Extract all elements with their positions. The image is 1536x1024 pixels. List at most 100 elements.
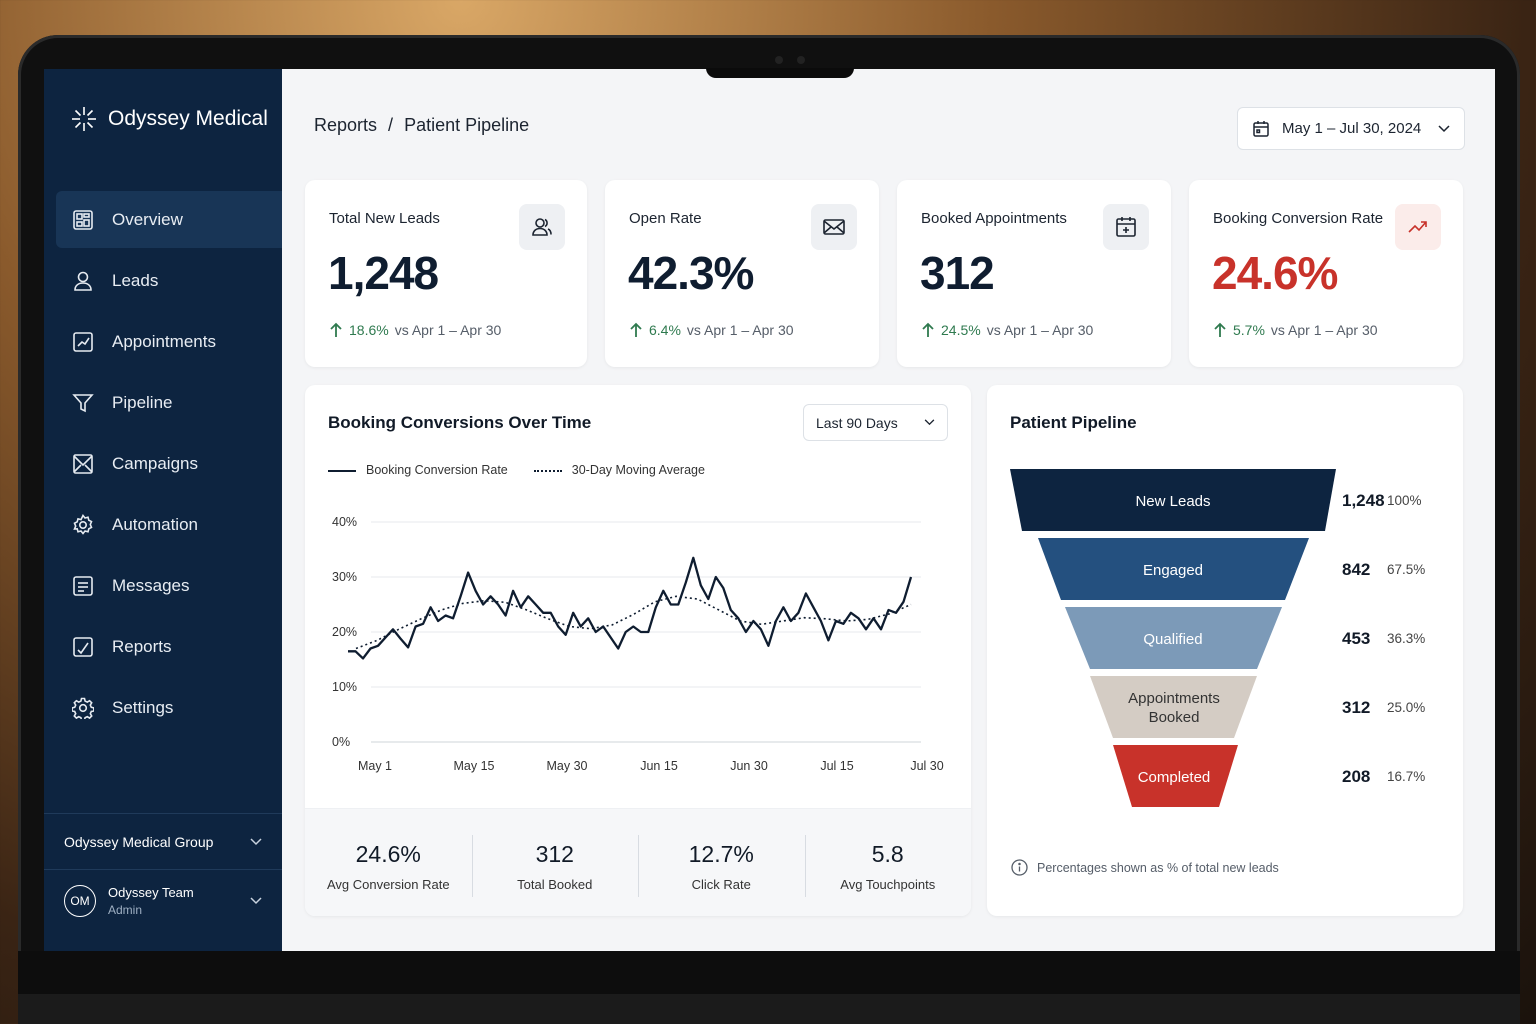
kpi-icon [1103,204,1149,250]
envelope-icon [73,453,93,474]
stat-avg-conversion-rate: 24.6% Avg Conversion Rate [305,809,472,916]
range-select[interactable]: Last 90 Days [803,404,948,441]
funnel-stage-qualified[interactable] [1065,607,1282,669]
funnel-chart: New Leads Engaged Qualified Appointments… [1010,469,1336,807]
sidebar-item-label: Automation [112,514,198,534]
funnel-stage-new-leads[interactable] [1010,469,1336,531]
kpi-delta-compare: vs Apr 1 – Apr 30 [686,322,794,338]
kpi-delta-compare: vs Apr 1 – Apr 30 [1270,322,1378,338]
chevron-down-icon [250,837,262,845]
x-tick-label: Jun 30 [730,759,768,773]
stat-label: Avg Conversion Rate [326,877,450,892]
org-name: Odyssey Medical Group [64,833,214,850]
x-tick-label: Jul 30 [910,759,943,773]
kpi-icon [519,204,565,250]
sidebar-item-label: Appointments [112,331,216,351]
sidebar-item-messages[interactable]: Messages [56,557,282,614]
breadcrumb-reports[interactable]: Reports [314,115,378,135]
funnel-pct: 25.0% [1387,700,1426,715]
funnel-pct: 67.5% [1387,562,1426,577]
funnel-stage-completed[interactable] [1113,745,1238,807]
user-role: Admin [108,903,143,917]
arrow-up-icon [922,322,934,337]
org-switcher[interactable]: Odyssey Medical Group [44,814,282,870]
sidebar-item-label: Leads [112,270,159,290]
date-range-label: May 1 – Jul 30, 2024 [1282,120,1422,137]
chart-legend: Booking Conversion Rate 30-Day Moving Av… [328,463,705,477]
sidebar-item-automation[interactable]: Automation [56,496,282,553]
kpi-label: Open Rate [629,210,702,227]
chevron-down-icon [924,419,935,426]
avatar: OM [64,885,96,917]
funnel-label-completed: Completed [1138,769,1211,786]
legend-item-rate: Booking Conversion Rate [328,463,508,477]
appointment-icon [73,331,93,352]
stat-value: 5.8 [871,841,904,867]
brand[interactable]: Odyssey Medical [70,105,268,133]
y-tick-label: 40% [332,515,357,529]
sidebar-item-overview[interactable]: Overview [56,191,282,248]
sidebar: Odyssey Medical Overview Leads Appointme… [44,69,282,951]
date-range-picker[interactable]: May 1 – Jul 30, 2024 [1237,107,1465,150]
stat-click-rate: 12.7% Click Rate [638,809,805,916]
stat-value: 24.6% [355,841,421,867]
automation-icon [73,513,93,535]
x-tick-label: Jun 15 [640,759,678,773]
legend-label: 30-Day Moving Average [571,463,705,477]
kpi-delta-value: 5.7% [1233,322,1265,338]
kpi-card-booked-appointments: Booked Appointments 312 24.5% vs Apr 1 –… [897,180,1171,367]
user-icon [74,271,92,291]
app-window: Odyssey Medical Overview Leads Appointme… [44,69,1495,951]
envelope-icon [823,219,845,235]
kpi-delta-value: 24.5% [941,322,981,338]
funnel-label-appointments-line1: Appointments [1128,690,1220,707]
x-tick-label: Jul 15 [820,759,853,773]
chevron-down-icon [250,897,262,905]
kpi-delta: 6.4% vs Apr 1 – Apr 30 [629,322,794,338]
stat-value: 12.7% [688,841,754,867]
sidebar-item-leads[interactable]: Leads [56,252,282,309]
users-icon [532,218,552,236]
sidebar-item-label: Reports [112,636,172,656]
sidebar-item-campaigns[interactable]: Campaigns [56,435,282,492]
funnel-title: Patient Pipeline [1010,413,1137,432]
kpi-value: 24.6% [1212,247,1338,299]
sidebar-item-pipeline[interactable]: Pipeline [56,374,282,431]
screen-notch [706,68,854,78]
sidebar-item-appointments[interactable]: Appointments [56,313,282,370]
sidebar-item-settings[interactable]: Settings [56,679,282,736]
funnel-stage-engaged[interactable] [1038,538,1309,600]
sidebar-nav: Overview Leads Appointments Pipeline Cam… [44,191,282,740]
kpi-delta: 5.7% vs Apr 1 – Apr 30 [1213,322,1378,338]
sidebar-item-label: Messages [112,575,190,595]
sidebar-item-label: Overview [112,209,183,229]
sidebar-item-label: Campaigns [112,453,198,473]
chart-summary-stats: 24.6% Avg Conversion Rate 312 Total Booked… [305,808,971,916]
funnel-label-appointments-line2: Booked [1149,709,1200,726]
brand-name: Odyssey Medical [108,107,268,130]
breadcrumb-separator: / [388,115,394,135]
stat-label: Click Rate [691,877,751,892]
stat-label: Total Booked [517,877,593,892]
kpi-card-booking-conversion-rate: Booking Conversion Rate 24.6% 5.7% vs Ap… [1189,180,1463,367]
user-menu[interactable]: OM Odyssey Team Admin [44,870,282,932]
sidebar-item-reports[interactable]: Reports [56,618,282,675]
kpi-delta-compare: vs Apr 1 – Apr 30 [394,322,502,338]
kpi-card-open-rate: Open Rate 42.3% 6.4% vs Apr 1 – Apr 30 [605,180,879,367]
kpi-icon [1395,204,1441,250]
funnel-count: 208 [1342,767,1371,786]
funnel-count: 1,248 [1342,491,1385,510]
y-tick-label: 10% [332,680,357,694]
x-tick-label: May 15 [454,759,495,773]
kpi-icon [811,204,857,250]
funnel-label-qualified: Qualified [1143,631,1202,648]
funnel-stage-appointments-booked[interactable] [1090,676,1257,738]
sidebar-item-label: Settings [112,697,174,717]
stat-label: Avg Touchpoints [840,877,936,892]
y-tick-label: 0% [332,735,350,749]
kpi-value: 312 [920,247,995,299]
kpi-delta: 18.6% vs Apr 1 – Apr 30 [329,322,501,338]
series-line-conversion-rate [348,556,913,660]
kpi-delta: 24.5% vs Apr 1 – Apr 30 [921,322,1093,338]
funnel-pct: 100% [1387,493,1422,508]
